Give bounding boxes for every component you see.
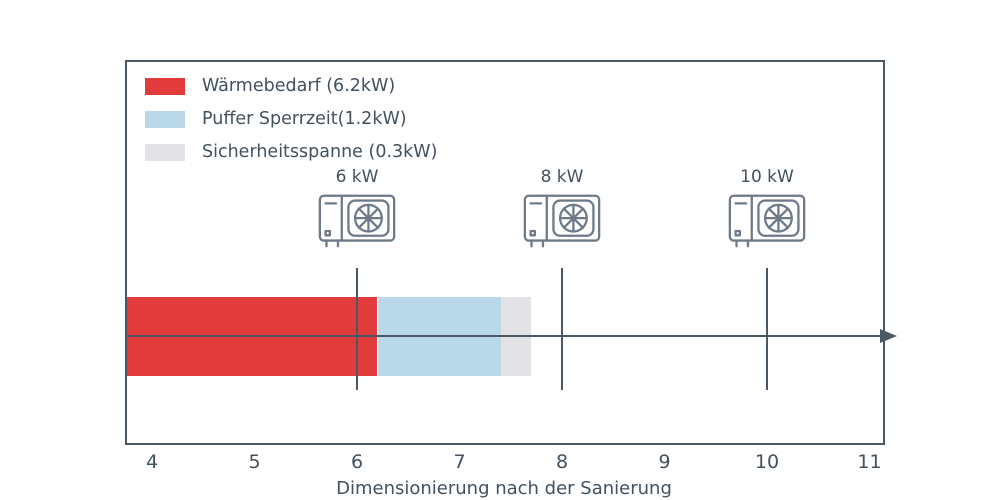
- pump-marker-line-10kw: [766, 268, 768, 390]
- legend-item-sicherheitsspanne: Sicherheitsspanne (0.3kW): [145, 142, 437, 162]
- legend-swatch-puffer-sperrzeit: [145, 110, 185, 128]
- legend-label: Sicherheitsspanne (0.3kW): [202, 142, 438, 162]
- x-tick-label-6: 6: [350, 451, 364, 473]
- legend-item-waermebedarf: Wärmebedarf (6.2kW): [145, 76, 437, 96]
- x-tick-label-5: 5: [248, 451, 261, 473]
- pump-marker-line-6kw: [356, 268, 358, 390]
- x-tick-label-4: 4: [145, 451, 159, 473]
- x-tick-label-10: 10: [754, 451, 780, 473]
- x-tick-label-8: 8: [555, 451, 569, 473]
- legend-label: Puffer Sperrzeit(1.2kW): [202, 109, 407, 129]
- x-tick-label-11: 11: [857, 451, 882, 473]
- heat-pump-icon: [728, 194, 806, 248]
- legend-label: Wärmebedarf (6.2kW): [202, 76, 396, 96]
- axis-arrow-head-icon: [880, 328, 897, 343]
- legend: Wärmebedarf (6.2kW) Puffer Sperrzeit(1.2…: [145, 76, 437, 162]
- legend-item-puffer-sperrzeit: Puffer Sperrzeit(1.2kW): [145, 109, 437, 129]
- pump-label: 8 kW: [540, 167, 584, 187]
- pump-unit-8kw: 8 kW: [487, 167, 637, 250]
- x-axis-title: Dimensionierung nach der Sanierung: [336, 478, 672, 499]
- axis-arrow-line: [125, 335, 882, 337]
- pump-unit-10kw: 10 kW: [692, 167, 842, 250]
- legend-swatch-waermebedarf: [145, 77, 185, 95]
- heat-pump-icon: [318, 194, 396, 248]
- pump-marker-line-8kw: [561, 268, 563, 390]
- legend-swatch-sicherheitsspanne: [145, 143, 185, 161]
- pump-label: 10 kW: [740, 167, 794, 187]
- heat-pump-icon: [523, 194, 601, 248]
- pump-unit-6kw: 6 kW: [282, 167, 432, 250]
- x-tick-label-7: 7: [453, 451, 466, 473]
- pump-label: 6 kW: [335, 167, 379, 187]
- x-tick-label-9: 9: [658, 451, 671, 473]
